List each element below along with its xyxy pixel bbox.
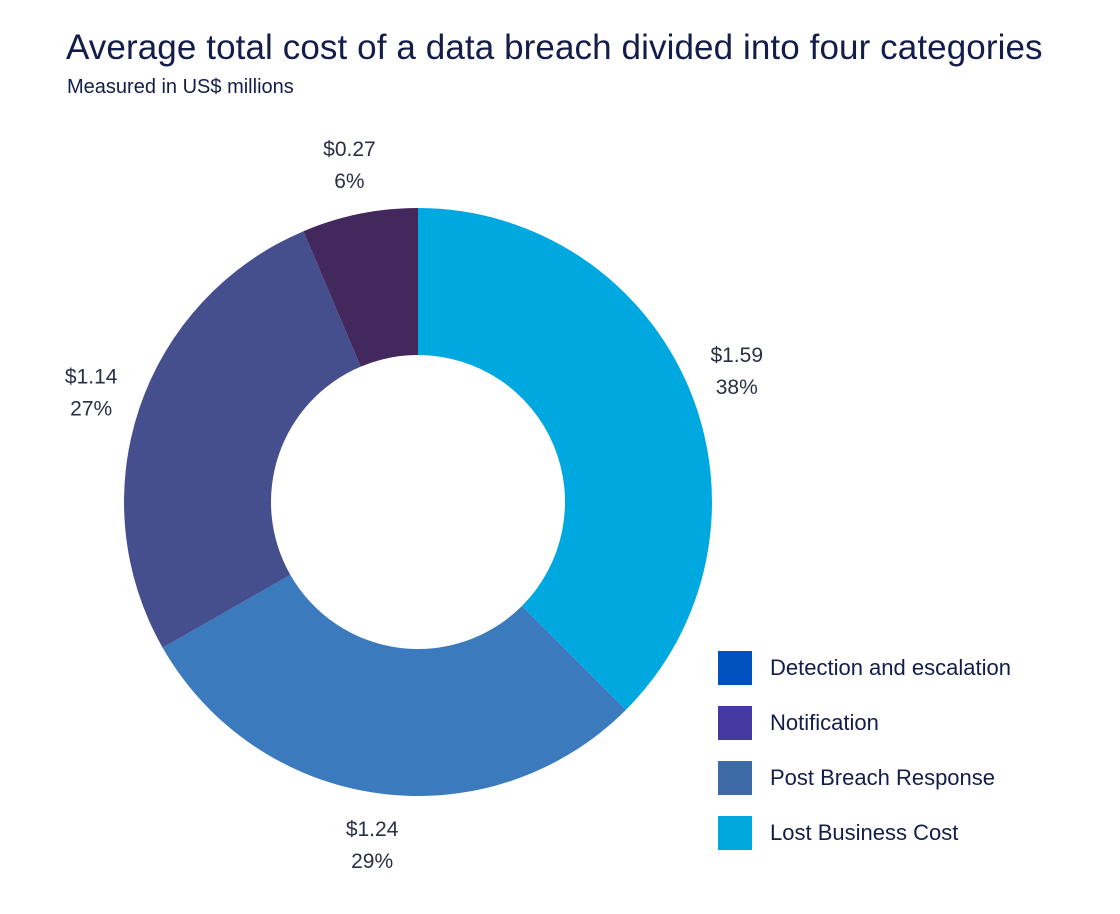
slice-detection-and-escalation <box>123 231 361 648</box>
legend-swatch <box>718 705 752 740</box>
legend-item-post-breach: Post Breach Response <box>718 760 1011 795</box>
data-label-post-breach-response: $1.24 29% <box>346 818 399 873</box>
legend-item-detection: Detection and escalation <box>718 650 1011 685</box>
data-label-notification: $0.27 6% <box>323 138 376 193</box>
slice-post-breach-response <box>162 574 626 796</box>
value-label: $1.24 <box>346 818 399 841</box>
chart-subtitle: Measured in US$ millions <box>67 76 294 98</box>
percent-label: 29% <box>351 850 393 873</box>
legend-label: Lost Business Cost <box>770 819 959 845</box>
legend-label: Post Breach Response <box>770 764 996 790</box>
percent-label: 27% <box>70 398 112 421</box>
slice-notification <box>303 208 418 367</box>
value-label: $1.59 <box>710 344 763 367</box>
data-label-detection-and-escalation: $1.14 27% <box>65 366 118 421</box>
value-label: $0.27 <box>323 138 376 161</box>
percent-label: 38% <box>716 376 758 399</box>
legend-swatch <box>718 760 752 795</box>
legend-label: Detection and escalation <box>770 654 1011 680</box>
legend-item-lost-business: Lost Business Cost <box>718 815 1011 850</box>
chart-title: Average total cost of a data breach divi… <box>66 28 1043 67</box>
chart-legend: Detection and escalation Notification Po… <box>718 650 1011 870</box>
data-label-lost-business-cost: $1.59 38% <box>710 344 763 399</box>
legend-item-notification: Notification <box>718 705 1011 740</box>
legend-label: Notification <box>770 709 879 735</box>
legend-swatch <box>718 815 752 850</box>
value-label: $1.14 <box>65 366 118 389</box>
legend-swatch <box>718 650 752 685</box>
percent-label: 6% <box>334 170 364 193</box>
slice-lost-business-cost <box>418 208 712 710</box>
